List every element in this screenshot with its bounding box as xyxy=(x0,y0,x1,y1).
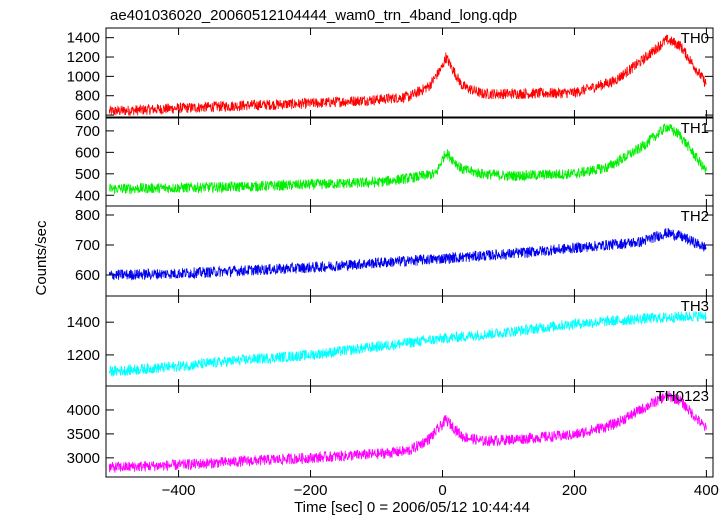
x-tick-label: −200 xyxy=(294,482,328,499)
series-line-th3 xyxy=(108,310,707,377)
y-tick-label: 1200 xyxy=(67,347,100,364)
y-tick-label: 3500 xyxy=(67,426,100,443)
chart-title: ae401036020_20060512104444_wam0_trn_4ban… xyxy=(110,7,517,24)
y-tick-label: 800 xyxy=(75,88,100,105)
y-tick-label: 1400 xyxy=(67,30,100,47)
panel-name-label: TH0123 xyxy=(656,388,709,405)
y-tick-label: 1400 xyxy=(67,314,100,331)
series-line-th1 xyxy=(108,123,707,196)
y-tick-label: 600 xyxy=(75,144,100,161)
y-axis-label: Counts/sec xyxy=(33,220,50,296)
series-line-th0 xyxy=(108,34,707,116)
y-tick-label: 800 xyxy=(75,207,100,224)
y-tick-label: 1200 xyxy=(67,49,100,66)
y-tick-label: 3000 xyxy=(67,450,100,467)
y-tick-label: 500 xyxy=(75,166,100,183)
series-line-th0123 xyxy=(108,390,707,473)
panel-frame xyxy=(105,27,714,118)
y-tick-label: 4000 xyxy=(67,402,100,419)
panel-name-label: TH1 xyxy=(681,120,709,137)
y-tick-label: 600 xyxy=(75,267,100,284)
panel-frame xyxy=(105,385,714,478)
x-tick-label: −400 xyxy=(162,482,196,499)
panel-frame xyxy=(105,205,714,297)
panel-name-label: TH0 xyxy=(681,30,709,47)
y-tick-label: 700 xyxy=(75,237,100,254)
panel-name-label: TH3 xyxy=(681,298,709,315)
x-tick-label: 400 xyxy=(694,482,719,499)
y-tick-label: 700 xyxy=(75,123,100,140)
y-tick-label: 400 xyxy=(75,187,100,204)
x-tick-label: 0 xyxy=(438,482,446,499)
x-axis-label: Time [sec] 0 = 2006/05/12 10:44:44 xyxy=(294,499,530,516)
panel-name-label: TH2 xyxy=(681,208,709,225)
y-tick-label: 1000 xyxy=(67,68,100,85)
x-tick-label: 200 xyxy=(562,482,587,499)
y-tick-label: 600 xyxy=(75,107,100,124)
series-line-th2 xyxy=(108,228,707,281)
